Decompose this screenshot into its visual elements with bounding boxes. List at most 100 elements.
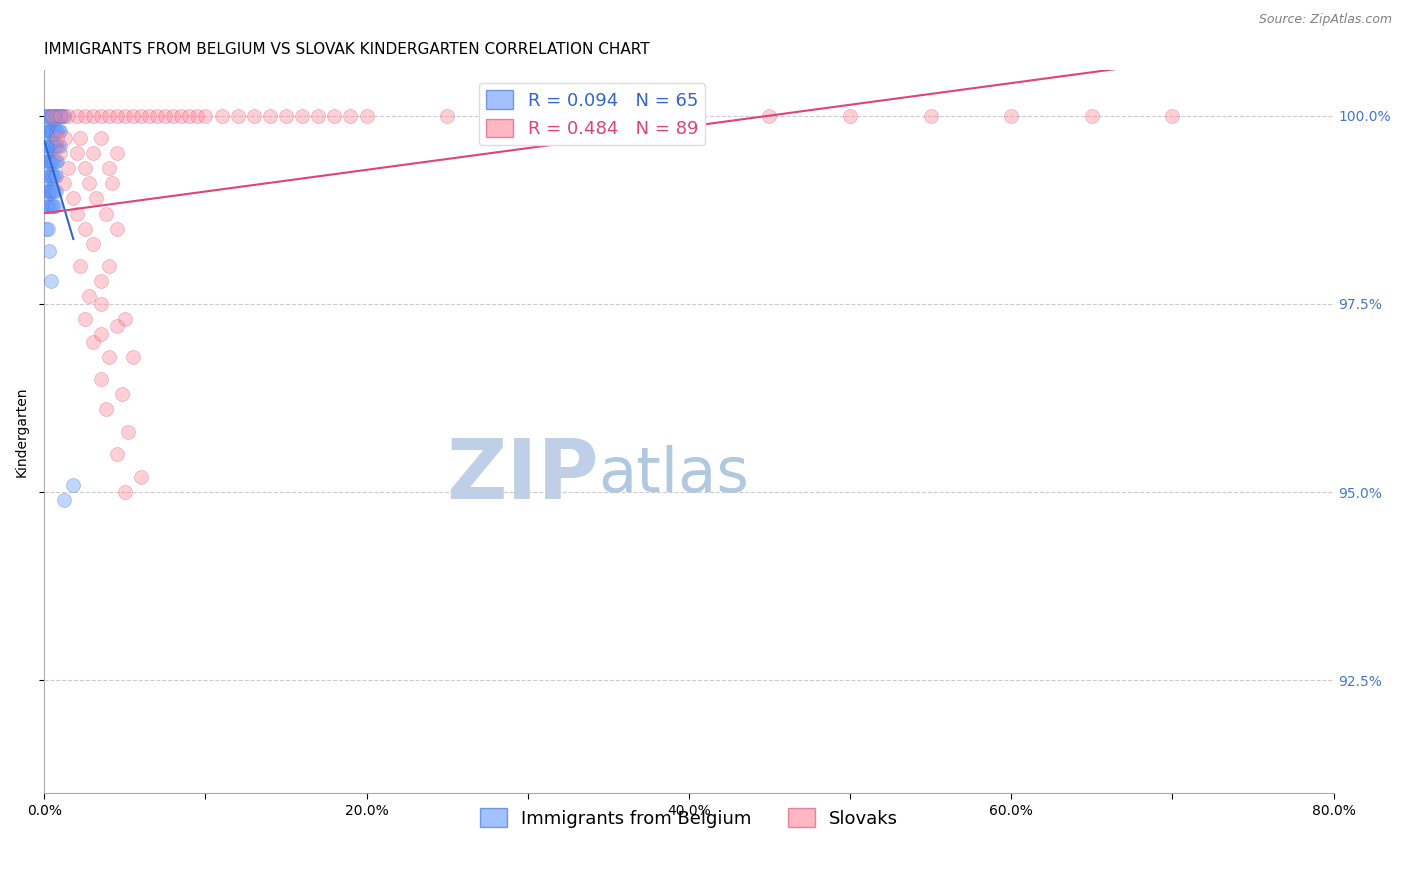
Point: [111, 387, 134, 401]
Point: [82, 109, 104, 123]
Point: [39, 199, 62, 213]
Point: [44, 109, 66, 123]
Point: [38, 123, 60, 137]
Point: [114, 485, 136, 500]
Point: [37, 153, 59, 168]
Point: [138, 109, 160, 123]
Point: [48, 138, 70, 153]
Point: [53, 131, 76, 145]
Point: [307, 109, 329, 123]
Point: [39, 138, 62, 153]
Text: ZIP: ZIP: [446, 434, 599, 516]
Point: [62, 191, 84, 205]
Point: [44, 199, 66, 213]
Legend: Immigrants from Belgium, Slovaks: Immigrants from Belgium, Slovaks: [472, 801, 905, 835]
Point: [46, 138, 69, 153]
Point: [274, 109, 297, 123]
Point: [39, 274, 62, 288]
Point: [35, 123, 58, 137]
Point: [79, 177, 101, 191]
Point: [51, 109, 73, 123]
Point: [105, 146, 128, 161]
Point: [162, 109, 184, 123]
Y-axis label: Kindergarten: Kindergarten: [15, 386, 30, 477]
Point: [211, 109, 233, 123]
Point: [436, 109, 458, 123]
Point: [35, 109, 58, 123]
Point: [186, 109, 208, 123]
Point: [114, 312, 136, 326]
Point: [82, 334, 104, 349]
Point: [45, 138, 67, 153]
Point: [48, 109, 70, 123]
Point: [82, 146, 104, 161]
Point: [52, 109, 75, 123]
Point: [44, 138, 66, 153]
Point: [35, 221, 58, 235]
Point: [73, 109, 96, 123]
Point: [37, 221, 59, 235]
Point: [52, 492, 75, 507]
Point: [45, 123, 67, 137]
Point: [42, 123, 65, 137]
Point: [129, 109, 152, 123]
Point: [516, 109, 538, 123]
Point: [1000, 109, 1022, 123]
Point: [35, 184, 58, 198]
Point: [146, 109, 169, 123]
Point: [678, 109, 700, 123]
Point: [42, 199, 65, 213]
Point: [46, 123, 69, 137]
Point: [105, 319, 128, 334]
Point: [90, 297, 112, 311]
Point: [1081, 109, 1104, 123]
Point: [41, 184, 63, 198]
Point: [65, 206, 87, 220]
Point: [49, 146, 72, 161]
Point: [323, 109, 346, 123]
Point: [1161, 109, 1184, 123]
Point: [194, 109, 217, 123]
Point: [41, 199, 63, 213]
Point: [35, 138, 58, 153]
Point: [45, 184, 67, 198]
Point: [42, 109, 65, 123]
Point: [122, 350, 145, 364]
Point: [42, 138, 65, 153]
Point: [73, 221, 96, 235]
Point: [37, 184, 59, 198]
Point: [356, 109, 378, 123]
Point: [35, 199, 58, 213]
Text: Source: ZipAtlas.com: Source: ZipAtlas.com: [1258, 13, 1392, 27]
Point: [114, 109, 136, 123]
Point: [42, 169, 65, 183]
Point: [105, 448, 128, 462]
Point: [37, 109, 59, 123]
Point: [170, 109, 193, 123]
Text: IMMIGRANTS FROM BELGIUM VS SLOVAK KINDERGARTEN CORRELATION CHART: IMMIGRANTS FROM BELGIUM VS SLOVAK KINDER…: [44, 42, 650, 57]
Point: [97, 350, 120, 364]
Point: [41, 123, 63, 137]
Point: [97, 259, 120, 273]
Point: [41, 138, 63, 153]
Point: [37, 169, 59, 183]
Point: [41, 109, 63, 123]
Point: [42, 184, 65, 198]
Text: atlas: atlas: [599, 445, 749, 505]
Point: [839, 109, 862, 123]
Point: [52, 177, 75, 191]
Point: [46, 153, 69, 168]
Point: [35, 169, 58, 183]
Point: [94, 206, 117, 220]
Point: [39, 123, 62, 137]
Point: [69, 259, 91, 273]
Point: [69, 131, 91, 145]
Point: [38, 153, 60, 168]
Point: [90, 109, 112, 123]
Point: [41, 153, 63, 168]
Point: [73, 312, 96, 326]
Point: [38, 244, 60, 259]
Point: [598, 109, 620, 123]
Point: [53, 109, 76, 123]
Point: [42, 153, 65, 168]
